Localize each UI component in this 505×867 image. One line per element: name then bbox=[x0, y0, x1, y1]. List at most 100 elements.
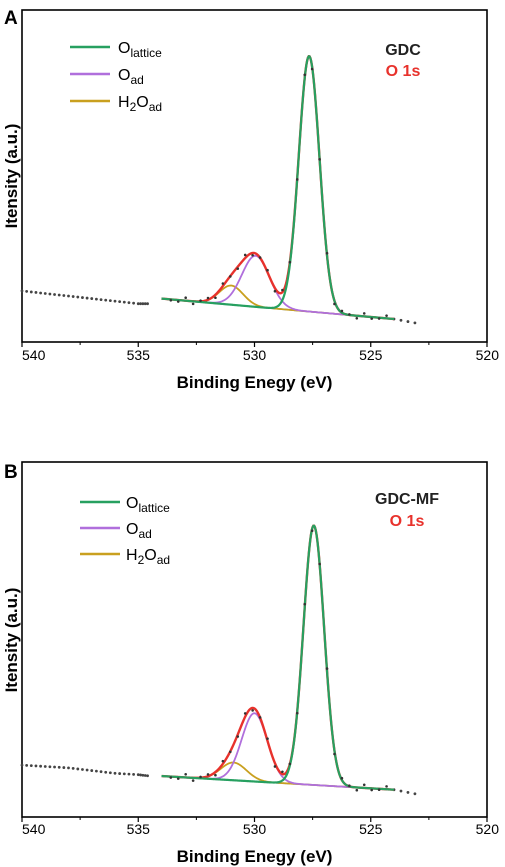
data-point bbox=[406, 320, 410, 323]
data-point bbox=[413, 321, 417, 325]
legend-label-main: H bbox=[118, 94, 130, 111]
data-point bbox=[370, 317, 373, 320]
data-point bbox=[25, 290, 29, 293]
data-point bbox=[29, 290, 33, 294]
data-point bbox=[370, 788, 373, 792]
data-point bbox=[71, 766, 75, 770]
data-point bbox=[295, 178, 299, 181]
data-point bbox=[325, 667, 329, 670]
data-point bbox=[281, 770, 284, 774]
legend-label: Olattice bbox=[126, 495, 170, 515]
data-point bbox=[57, 765, 61, 769]
panel-letter: B bbox=[4, 462, 18, 483]
data-point bbox=[118, 772, 122, 775]
data-point bbox=[104, 298, 108, 302]
data-point bbox=[25, 763, 29, 767]
data-point bbox=[108, 299, 112, 303]
data-point bbox=[53, 765, 56, 769]
data-point bbox=[310, 529, 314, 533]
legend-label-main: O bbox=[126, 521, 138, 538]
data-point bbox=[206, 773, 210, 776]
panel-b: B 540 535 530 525 520 Binding Enegy (eV) Itensi… bbox=[2, 461, 499, 866]
data-point bbox=[143, 302, 147, 306]
data-point bbox=[169, 298, 173, 302]
data-point bbox=[385, 785, 388, 788]
x-tick-label: 525 bbox=[359, 821, 383, 837]
data-point bbox=[29, 764, 33, 768]
data-point bbox=[243, 712, 247, 715]
data-point bbox=[99, 298, 103, 302]
envelope-series bbox=[161, 524, 395, 791]
y-axis-title: Itensity (a.u.) bbox=[2, 588, 21, 693]
data-point bbox=[113, 771, 117, 775]
data-point bbox=[303, 602, 307, 606]
data-point bbox=[221, 759, 225, 763]
data-point bbox=[118, 300, 122, 304]
component-peak bbox=[161, 55, 395, 321]
panel-letter: A bbox=[4, 8, 18, 29]
legend-label-sub: 2 bbox=[130, 100, 137, 114]
data-point bbox=[333, 752, 336, 756]
x-tick-label: 535 bbox=[127, 347, 151, 363]
x-tick-label: 535 bbox=[127, 821, 151, 837]
legend-label-main: O bbox=[126, 495, 138, 512]
legend-label: Olattice bbox=[118, 40, 162, 60]
data-point bbox=[104, 770, 108, 774]
data-point bbox=[169, 776, 173, 779]
data-point bbox=[143, 774, 147, 777]
legend-label: H2Oad bbox=[118, 94, 162, 114]
data-point bbox=[108, 771, 112, 775]
data-point bbox=[288, 260, 292, 264]
data-point bbox=[333, 302, 336, 306]
data-point bbox=[43, 765, 47, 768]
data-point bbox=[266, 737, 269, 740]
data-point bbox=[318, 562, 321, 566]
data-point bbox=[71, 295, 75, 298]
data-point bbox=[20, 289, 24, 293]
data-point bbox=[362, 312, 366, 315]
data-point bbox=[136, 302, 140, 306]
data-point bbox=[176, 300, 180, 303]
data-point bbox=[273, 765, 277, 768]
x-tick-label: 540 bbox=[22, 347, 46, 363]
legend-label-sub: ad bbox=[130, 73, 143, 87]
sample-label: GDC-MF bbox=[375, 491, 439, 508]
data-point bbox=[90, 769, 94, 772]
data-point bbox=[355, 317, 359, 320]
data-point bbox=[76, 767, 80, 771]
legend-label-main: O bbox=[118, 67, 130, 84]
data-point bbox=[273, 289, 277, 293]
plot-frame bbox=[21, 9, 488, 343]
data-point bbox=[99, 770, 103, 774]
data-point bbox=[67, 294, 70, 298]
data-point bbox=[258, 256, 262, 259]
data-point bbox=[67, 766, 70, 770]
legend-label-sub: lattice bbox=[138, 501, 170, 515]
component-peak bbox=[161, 524, 395, 791]
data-point bbox=[221, 282, 225, 285]
legend-label-post: O bbox=[144, 547, 156, 564]
data-point bbox=[62, 294, 66, 297]
data-point bbox=[76, 295, 80, 299]
data-point bbox=[191, 779, 195, 782]
legend-label-sub: 2 bbox=[138, 553, 145, 567]
legend-label-main: H bbox=[126, 547, 138, 564]
data-point bbox=[34, 764, 38, 768]
data-point bbox=[348, 784, 351, 788]
data-point bbox=[132, 301, 136, 305]
data-point bbox=[362, 783, 366, 787]
data-point bbox=[141, 773, 145, 777]
envelope-series bbox=[161, 55, 395, 321]
data-point bbox=[310, 67, 314, 71]
data-point bbox=[122, 300, 126, 304]
sample-label: GDC bbox=[385, 42, 421, 59]
data-point bbox=[184, 296, 187, 300]
data-point bbox=[34, 291, 38, 294]
data-point bbox=[413, 792, 417, 796]
data-point bbox=[199, 775, 202, 779]
data-point bbox=[53, 293, 56, 296]
data-point bbox=[39, 291, 42, 295]
legend-label-post-sub: ad bbox=[149, 100, 162, 114]
data-point bbox=[295, 711, 299, 715]
